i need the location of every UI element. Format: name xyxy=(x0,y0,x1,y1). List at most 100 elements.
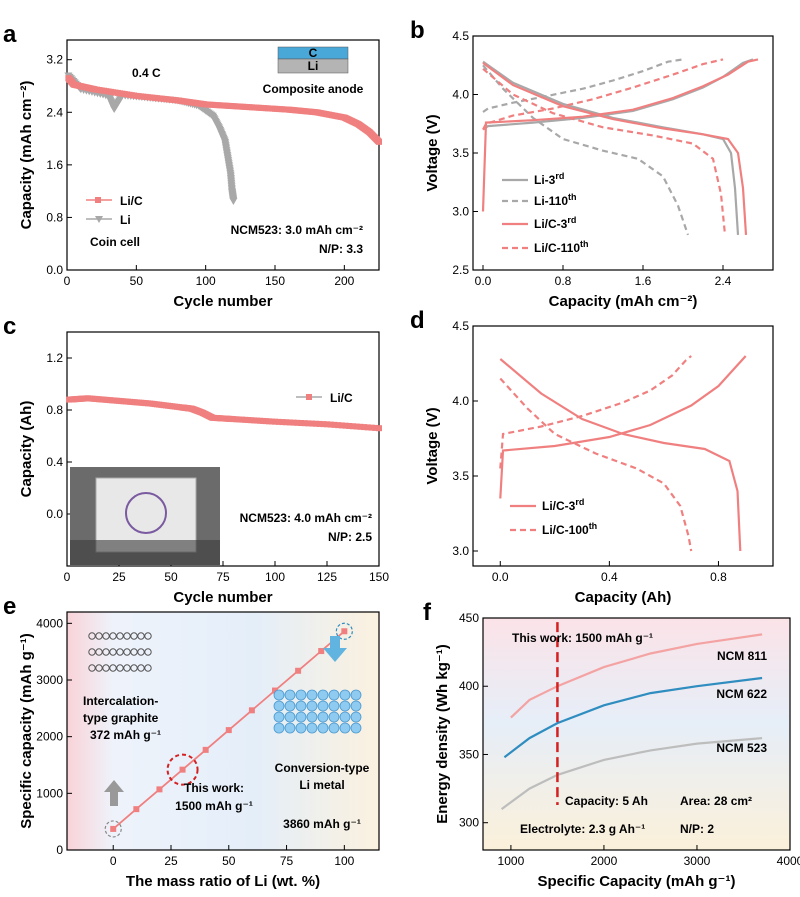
li-metal-label-2: Li metal xyxy=(299,778,344,792)
x-tick-label: 25 xyxy=(164,854,178,868)
y-tick-label: 4.0 xyxy=(452,394,469,408)
x-tick-label: 3000 xyxy=(684,854,711,868)
li-metal-icon xyxy=(339,711,351,723)
lic-point xyxy=(324,421,330,428)
y-tick-label: 350 xyxy=(459,747,479,761)
lic-point xyxy=(338,422,345,429)
x-tick-label: 1000 xyxy=(498,854,525,868)
legend-label-sup: rd xyxy=(555,171,564,181)
graphite-icon xyxy=(116,664,124,672)
li-metal-icon xyxy=(284,689,296,701)
li-metal-icon xyxy=(306,722,318,734)
x-tick-label: 50 xyxy=(164,570,178,584)
capacity-point xyxy=(295,667,302,674)
lic-point xyxy=(294,419,301,426)
lic-point xyxy=(320,421,327,428)
x-tick-label: 4000 xyxy=(777,854,800,868)
li-metal-label-1: Conversion-type xyxy=(275,761,370,775)
li-metal-icon xyxy=(350,722,362,734)
legend-label: Li-110th xyxy=(534,192,577,208)
this-work-label-2: 1500 mAh g⁻¹ xyxy=(175,799,253,813)
x-axis-label: The mass ratio of Li (wt. %) xyxy=(126,873,320,890)
voltage-curve xyxy=(481,58,759,212)
capacity-condition: Capacity: 5 Ah xyxy=(565,794,648,808)
x-tick-label: 2.4 xyxy=(715,274,732,288)
graphite-icon xyxy=(102,632,110,640)
legend-label: Li/C-3rd xyxy=(534,215,576,231)
y-axis-label: Voltage (V) xyxy=(424,407,441,484)
graphite-icon xyxy=(88,664,96,672)
li-point xyxy=(229,198,238,205)
y-tick-label: 3.0 xyxy=(452,205,469,219)
li-metal-icon xyxy=(317,722,329,734)
y-tick-label: 1000 xyxy=(36,786,63,800)
capacity-point xyxy=(248,707,255,714)
lic-point xyxy=(298,420,304,426)
x-tick-label: 150 xyxy=(265,274,285,288)
lic-point xyxy=(376,138,382,145)
x-tick-label: 0.8 xyxy=(710,570,727,584)
series-label: NCM 523 xyxy=(716,741,767,755)
li-metal-icon xyxy=(295,689,307,701)
graphite-icon xyxy=(144,664,152,672)
li-metal-icon xyxy=(273,689,285,701)
lic-point xyxy=(309,420,316,427)
capacity-point xyxy=(318,648,325,655)
li-metal-icon xyxy=(306,689,318,701)
graphite-icon xyxy=(137,648,145,656)
down-arrow-icon xyxy=(323,636,347,662)
x-tick-label: 25 xyxy=(112,570,126,584)
x-tick-label: 50 xyxy=(130,274,144,288)
li-metal-icon xyxy=(328,722,340,734)
rate-label: 0.4 C xyxy=(132,66,161,80)
lic-point xyxy=(286,419,293,426)
pouch-cell-emblem xyxy=(125,492,167,534)
pouch-cell-base xyxy=(70,540,220,565)
y-tick-label: 3.5 xyxy=(452,469,469,483)
energy-curve xyxy=(503,676,763,759)
lic-point xyxy=(350,423,356,430)
graphite-icon xyxy=(123,632,131,640)
this-work-circle xyxy=(166,753,199,786)
lic-point xyxy=(364,424,371,431)
y-tick-label: 3.2 xyxy=(46,53,63,67)
li-metal-icon xyxy=(328,700,340,712)
x-axis-label: Capacity (Ah) xyxy=(575,589,672,606)
lic-point xyxy=(331,421,338,428)
voltage-curve xyxy=(482,64,690,236)
legend-label-base: Li-110 xyxy=(534,194,568,208)
li-metal-icon xyxy=(273,722,285,734)
y-tick-label: 0.0 xyxy=(46,507,63,521)
energy-curve xyxy=(500,737,763,810)
graphite-icon xyxy=(109,664,117,672)
panel-a: 0 50 100 150 200 0.0 0.8 1.6 2.4 3.2 Cycle number C… xyxy=(3,21,382,310)
series-label: NCM 811 xyxy=(717,649,767,663)
np-note: N/P: 2.5 xyxy=(328,530,372,544)
graphite-label-1: Intercalation- xyxy=(83,694,158,708)
capacity-point xyxy=(202,746,209,753)
legend-label-sup: th xyxy=(589,521,598,531)
li-metal-icon xyxy=(339,722,351,734)
lic-point xyxy=(335,422,342,429)
inset-li-label: Li xyxy=(308,59,319,73)
spec-note: NCM523: 4.0 mAh cm⁻² xyxy=(240,511,372,525)
capacity-point xyxy=(110,825,117,832)
graphite-icon xyxy=(130,632,138,640)
x-tick-label: 0 xyxy=(64,570,71,584)
li-metal-icon xyxy=(350,711,362,723)
panel-label: e xyxy=(3,593,16,620)
capacity-point xyxy=(133,806,140,813)
legend-label: Li/C xyxy=(330,391,353,405)
legend-label-base: Li/C-100 xyxy=(542,523,589,537)
panel-label: a xyxy=(3,21,17,48)
capacity-point xyxy=(272,687,278,694)
voltage-curve xyxy=(482,67,727,236)
li-metal-icon xyxy=(328,689,340,701)
voltage-curve xyxy=(482,62,748,235)
graphite-icon xyxy=(102,664,110,672)
y-tick-label: 0 xyxy=(56,843,63,857)
this-work-label-1: This work: xyxy=(184,781,244,795)
y-tick-label: 1.6 xyxy=(46,158,63,172)
plot-frame xyxy=(66,611,380,851)
graphite-icon xyxy=(130,648,138,656)
